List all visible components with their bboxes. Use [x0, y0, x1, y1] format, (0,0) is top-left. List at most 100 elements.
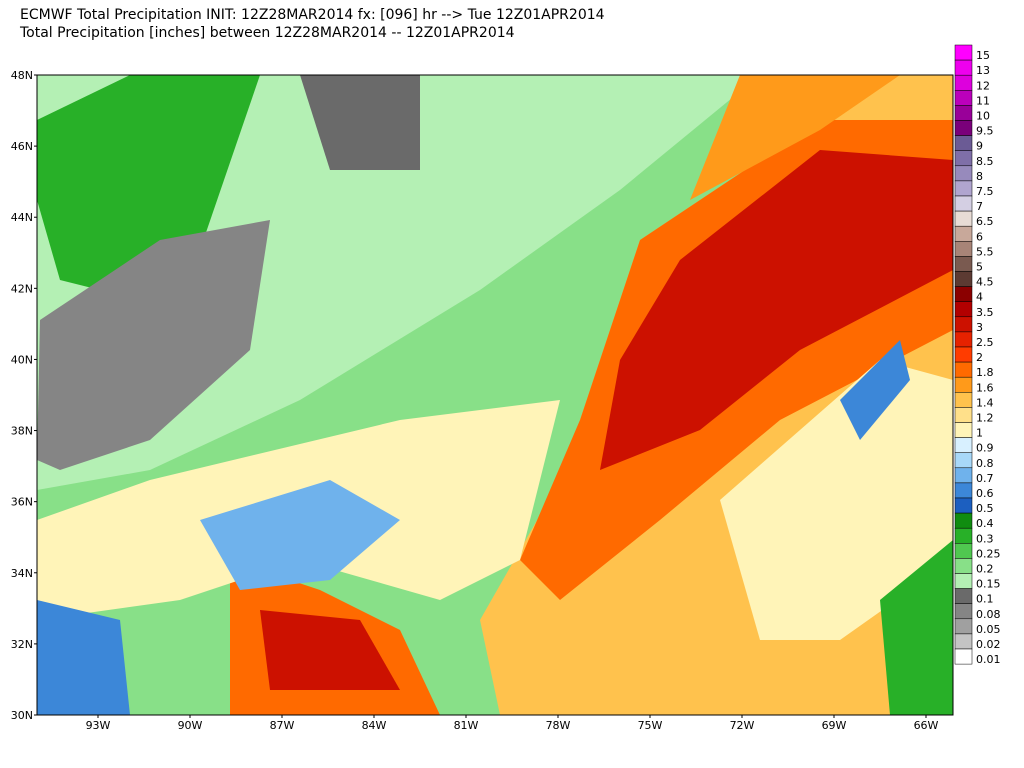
colorbar-swatch [954, 452, 973, 469]
colorbar-swatch [954, 512, 973, 529]
colorbar-label: 0.6 [976, 487, 994, 500]
colorbar-label: 0.05 [976, 623, 1001, 636]
colorbar-label: 1.2 [976, 412, 994, 425]
colorbar-swatch [954, 573, 973, 589]
colorbar-label: 8 [976, 170, 983, 183]
colorbar-swatch [954, 74, 973, 91]
longitude-label: 78W [546, 719, 571, 732]
latitude-label: 46N [11, 140, 33, 153]
colorbar-swatch [954, 210, 973, 227]
colorbar-swatch [954, 301, 973, 318]
colorbar-swatch [954, 256, 973, 272]
longitude-label: 75W [638, 719, 663, 732]
colorbar-swatch [954, 180, 973, 197]
colorbar-label: 11 [976, 94, 990, 107]
colorbar-label: 0.02 [976, 638, 1001, 651]
colorbar-swatch [954, 346, 973, 363]
colorbar-label: 10 [976, 110, 990, 123]
title-line: ECMWF Total Precipitation INIT: 12Z28MAR… [20, 7, 605, 23]
colorbar-swatch [954, 331, 973, 348]
colorbar-label: 0.25 [976, 547, 1001, 560]
latitude-label: 34N [11, 567, 33, 580]
colorbar-swatch [954, 407, 973, 423]
colorbar-label: 0.1 [976, 593, 994, 606]
colorbar-label: 5 [976, 261, 983, 274]
colorbar-label: 3 [976, 321, 983, 334]
precip-field [37, 75, 953, 715]
colorbar-label: 0.15 [976, 578, 1001, 591]
subtitle-line: Total Precipitation [inches] between 12Z… [19, 25, 515, 41]
colorbar-swatch [954, 120, 973, 136]
colorbar-label: 0.2 [976, 563, 994, 576]
colorbar-swatch [954, 482, 973, 499]
colorbar-swatch [954, 59, 973, 76]
colorbar-label: 8.5 [976, 155, 994, 168]
longitude-label: 69W [822, 719, 847, 732]
colorbar-swatch [954, 437, 973, 453]
colorbar-label: 1.4 [976, 396, 994, 409]
colorbar-swatch [954, 558, 973, 574]
latitude-label: 42N [11, 282, 33, 295]
colorbar-swatch [954, 467, 973, 484]
colorbar-swatch [954, 392, 973, 408]
colorbar-label: 6 [976, 230, 983, 243]
colorbar-swatch [954, 195, 973, 212]
colorbar-label: 0.7 [976, 472, 994, 485]
longitude-label: 93W [86, 719, 111, 732]
colorbar-label: 13 [976, 64, 990, 77]
colorbar-swatch [954, 497, 973, 514]
colorbar-swatch [954, 105, 973, 121]
colorbar-label: 1.8 [976, 366, 994, 379]
longitude-label: 87W [270, 719, 295, 732]
longitude-label: 90W [178, 719, 203, 732]
map-frame [36, 74, 954, 716]
colorbar-swatch [954, 633, 973, 650]
latitude-label: 48N [11, 69, 33, 82]
colorbar-swatch [954, 527, 973, 544]
longitude-label: 66W [914, 719, 939, 732]
colorbar-label: 15 [976, 49, 990, 62]
colorbar-swatch [954, 376, 973, 393]
latitude-label: 32N [11, 638, 33, 651]
colorbar-swatch [954, 90, 973, 106]
colorbar-label: 9.5 [976, 125, 994, 138]
colorbar-label: 7 [976, 200, 983, 213]
latitude-label: 40N [11, 353, 33, 366]
colorbar-label: 2 [976, 351, 983, 364]
colorbar-label: 0.4 [976, 517, 994, 530]
colorbar-swatch [954, 603, 973, 620]
latitude-label: 36N [11, 496, 33, 509]
colorbar-swatch [954, 588, 973, 604]
colorbar-label: 0.8 [976, 457, 994, 470]
colorbar-swatch [954, 316, 973, 333]
colorbar-label: 3.5 [976, 306, 994, 319]
colorbar-swatch [954, 271, 973, 287]
colorbar-label: 1 [976, 427, 983, 440]
colorbar-label: 5.5 [976, 245, 994, 258]
colorbar-label: 0.3 [976, 532, 994, 545]
latitude-label: 44N [11, 211, 33, 224]
colorbar-label: 0.01 [976, 653, 1001, 666]
latitude-label: 30N [11, 709, 33, 722]
colorbar-swatch [954, 648, 973, 665]
longitude-label: 72W [730, 719, 755, 732]
colorbar-label: 0.08 [976, 608, 1001, 621]
colorbar-label: 2.5 [976, 336, 994, 349]
colorbar-swatch [954, 422, 973, 438]
colorbar-label: 6.5 [976, 215, 994, 228]
colorbar-label: 7.5 [976, 185, 994, 198]
latitude-label: 38N [11, 425, 33, 438]
colorbar-swatch [954, 150, 973, 167]
longitude-label: 84W [362, 719, 387, 732]
colorbar-swatch [954, 286, 973, 302]
colorbar-label: 1.6 [976, 381, 994, 394]
colorbar-swatch [954, 241, 973, 257]
colorbar-swatch [954, 135, 973, 151]
colorbar-label: 9 [976, 140, 983, 153]
colorbar-swatch [954, 225, 973, 242]
colorbar-swatch [954, 618, 973, 635]
longitude-label: 81W [454, 719, 479, 732]
colorbar-swatch [954, 44, 973, 61]
colorbar-label: 0.9 [976, 442, 994, 455]
